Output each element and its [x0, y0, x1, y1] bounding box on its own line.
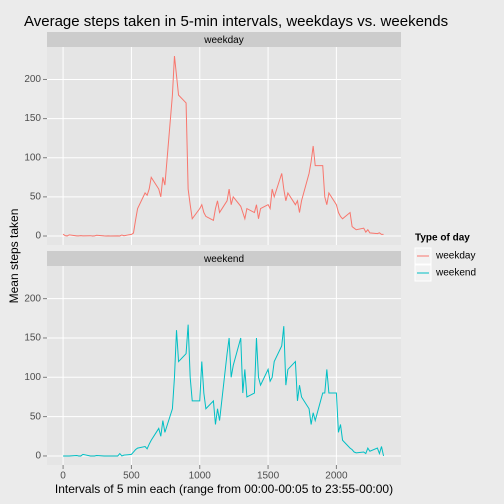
strip-label: weekday — [203, 35, 243, 46]
x-tick-label: 1000 — [189, 471, 212, 482]
y-tick-label: 200 — [24, 74, 41, 85]
x-tick-label: 1500 — [257, 471, 280, 482]
panel — [47, 266, 401, 465]
y-tick-label: 100 — [24, 372, 41, 383]
x-tick-label: 500 — [123, 471, 140, 482]
y-axis-label: Mean steps taken — [7, 209, 21, 304]
line — [62, 55, 384, 237]
legend-title: Type of day — [415, 233, 470, 244]
panel — [47, 47, 401, 245]
y-tick-label: 50 — [30, 192, 42, 203]
y-tick-label: 150 — [24, 333, 41, 344]
y-tick-label: 100 — [24, 152, 41, 163]
line — [63, 324, 385, 457]
strip — [47, 251, 401, 266]
chart-title: Average steps taken in 5-min intervals, … — [24, 13, 448, 30]
strip-label: weekend — [203, 254, 244, 265]
y-tick-label: 0 — [35, 451, 41, 462]
x-tick-label: 2000 — [325, 471, 348, 482]
strip — [47, 32, 401, 47]
legend-label: weekday — [435, 251, 475, 262]
y-tick-label: 50 — [30, 411, 42, 422]
y-tick-label: 200 — [24, 293, 41, 304]
x-axis-label: Intervals of 5 min each (range from 00:0… — [55, 482, 393, 496]
x-tick-label: 0 — [60, 471, 66, 482]
y-tick-label: 0 — [35, 231, 41, 242]
y-tick-label: 150 — [24, 113, 41, 124]
legend-label: weekend — [435, 268, 476, 279]
